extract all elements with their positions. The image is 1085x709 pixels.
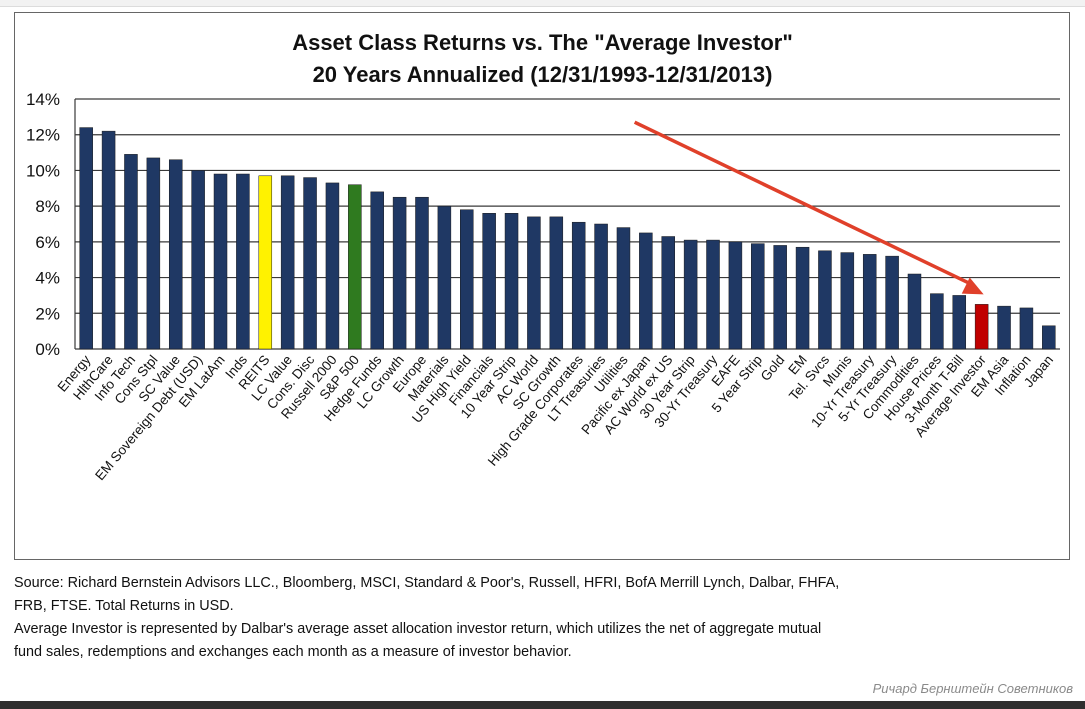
bar	[639, 232, 653, 350]
bar	[571, 221, 586, 350]
bar	[840, 252, 855, 350]
bar	[482, 213, 496, 350]
y-tick-label: 10%	[26, 161, 60, 180]
bar	[437, 205, 452, 350]
bar	[101, 130, 116, 350]
x-tick-label: Gold	[758, 352, 788, 383]
bar	[751, 243, 765, 350]
bar	[504, 213, 519, 350]
bar	[795, 246, 810, 350]
bar	[191, 170, 205, 350]
bar	[661, 236, 675, 350]
bar	[415, 196, 429, 350]
y-tick-label: 6%	[35, 233, 60, 252]
y-tick-label: 0%	[35, 340, 60, 359]
y-tick-label: 2%	[35, 304, 60, 323]
bar	[392, 196, 407, 350]
source-line: Average Investor is represented by Dalba…	[14, 621, 822, 637]
bar	[325, 182, 340, 350]
bar	[683, 239, 698, 350]
source-line: fund sales, redemptions and exchanges ea…	[14, 644, 572, 660]
source-note: Source: Richard Bernstein Advisors LLC.,…	[14, 572, 1074, 664]
bar	[728, 241, 743, 350]
bar	[952, 295, 967, 350]
bar	[280, 175, 295, 350]
bar	[706, 239, 720, 350]
bar	[818, 250, 832, 350]
bar	[885, 255, 899, 350]
y-tick-label: 4%	[35, 269, 60, 288]
source-line: Source: Richard Bernstein Advisors LLC.,…	[14, 575, 840, 591]
bar	[1019, 307, 1034, 350]
bar	[527, 216, 541, 350]
bar	[1042, 325, 1056, 350]
bar	[303, 177, 317, 350]
bar	[124, 154, 138, 350]
top-strip	[0, 0, 1085, 7]
bar	[997, 305, 1011, 350]
y-tick-label: 12%	[26, 126, 60, 145]
chart-subtitle: 20 Years Annualized (12/31/1993-12/31/20…	[312, 62, 773, 87]
bar	[258, 175, 273, 350]
y-tick-label: 14%	[26, 90, 60, 109]
bar	[168, 159, 183, 350]
chart-title: Asset Class Returns vs. The "Average Inv…	[292, 30, 793, 55]
bar	[974, 304, 989, 350]
bar	[862, 254, 877, 350]
bar	[594, 223, 608, 350]
bar	[773, 245, 787, 350]
bar	[236, 173, 250, 350]
annotation-arrow-line	[633, 120, 975, 287]
bar	[79, 127, 93, 350]
bar	[213, 173, 228, 350]
y-tick-label: 8%	[35, 197, 60, 216]
bottom-strip	[0, 701, 1085, 709]
bar	[348, 184, 362, 350]
credit-watermark: Ричард Бернштейн Советников	[872, 681, 1073, 696]
annotation-arrow-head	[961, 277, 984, 295]
bar	[370, 191, 384, 350]
bar	[930, 293, 944, 350]
bar	[146, 157, 161, 350]
bar	[907, 273, 922, 350]
bar	[616, 227, 631, 350]
bar	[460, 209, 474, 350]
bar	[549, 216, 564, 350]
source-line: FRB, FTSE. Total Returns in USD.	[14, 598, 234, 614]
